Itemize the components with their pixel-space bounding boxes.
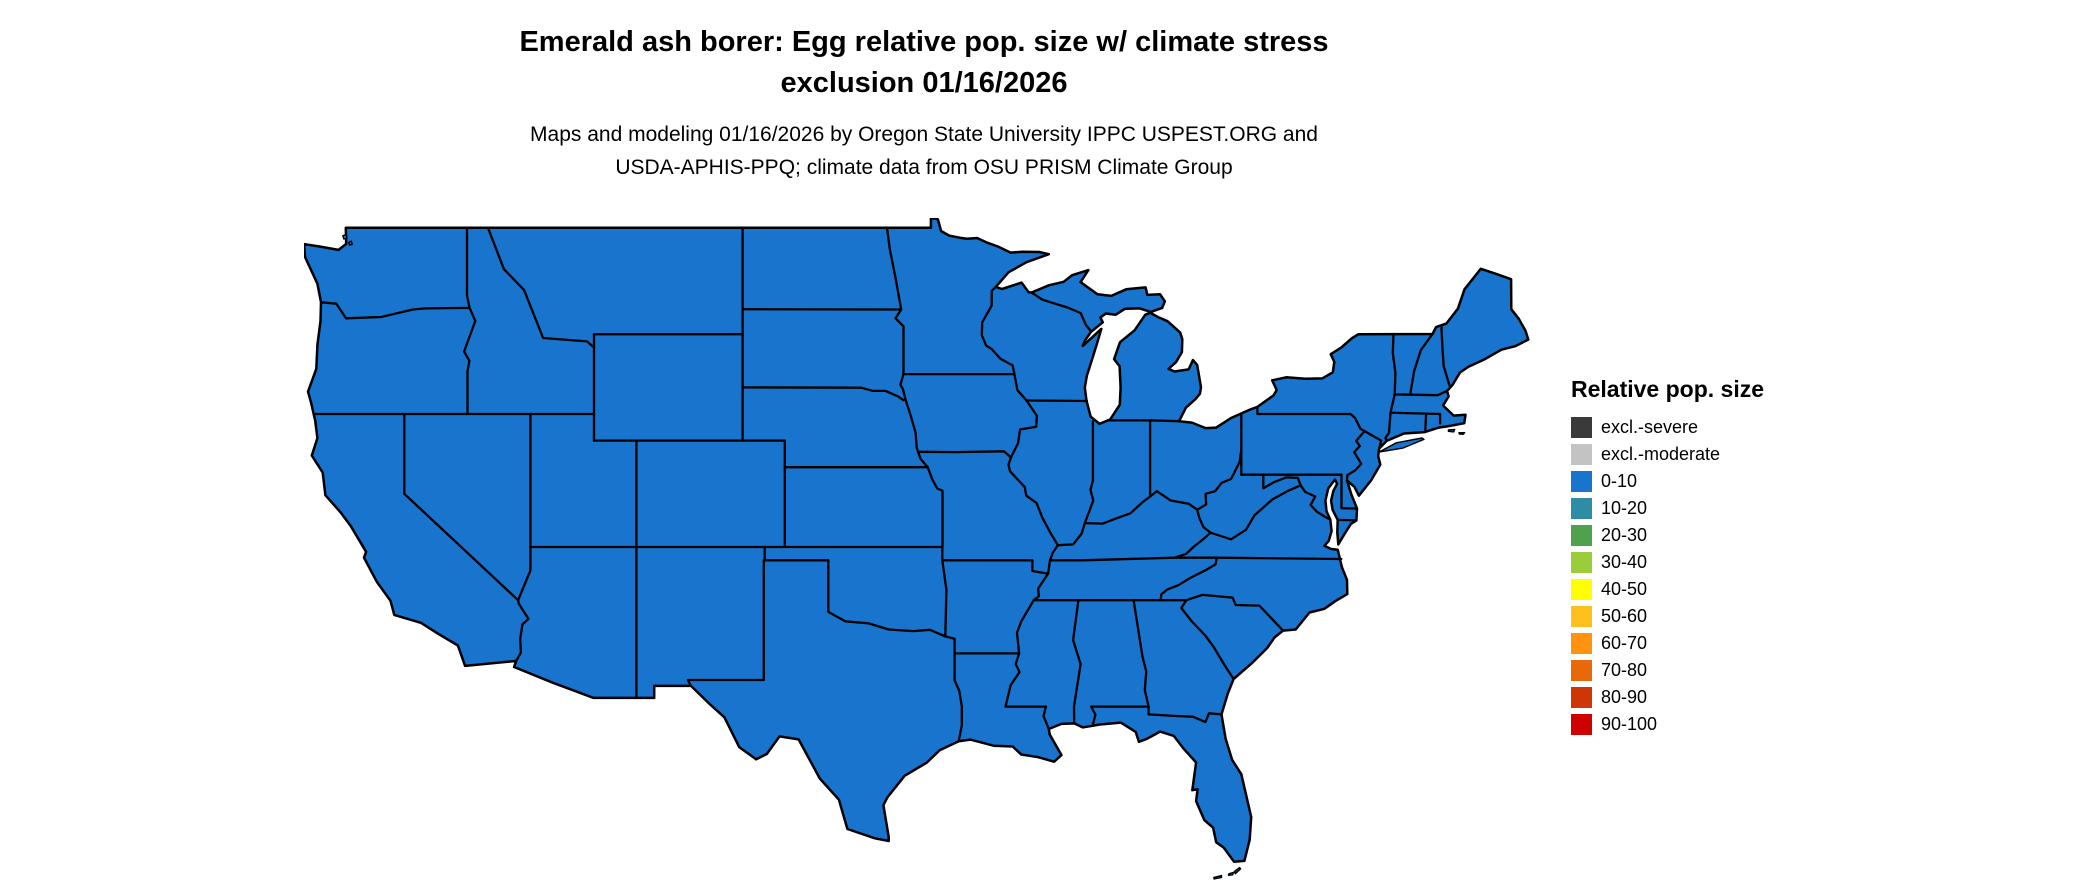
state-border-line — [1180, 599, 1235, 681]
state-border-line — [916, 450, 1012, 459]
legend-item: 30-40 — [1571, 552, 1901, 573]
legend-item: 40-50 — [1571, 579, 1901, 600]
state-border-line — [980, 285, 1060, 708]
legend-item: 70-80 — [1571, 660, 1901, 681]
state-border-line — [1083, 420, 1095, 525]
figure-subtitle-line1: Maps and modeling 01/16/2026 by Oregon S… — [530, 123, 1318, 146]
legend-item-label: 60-70 — [1601, 633, 1648, 653]
legend-item-label: 50-60 — [1601, 606, 1648, 626]
figure-subtitle: Maps and modeling 01/16/2026 by Oregon S… — [0, 118, 1848, 184]
legend-item-label: 90-100 — [1601, 714, 1658, 734]
state-border-line — [1389, 411, 1442, 425]
state-border-line — [1384, 333, 1397, 443]
legend: Relative pop. size excl.-severe excl.-mod… — [1571, 376, 1901, 741]
legend-item-label: 20-30 — [1601, 525, 1648, 545]
state-border-line — [1147, 712, 1223, 724]
legend-item: 50-60 — [1571, 606, 1901, 627]
legend-item: 0-10 — [1571, 471, 1901, 492]
legend-swatch — [1571, 444, 1592, 465]
state-border-line — [1262, 473, 1302, 490]
legend-item: 20-30 — [1571, 525, 1901, 546]
state-border-line — [516, 412, 532, 602]
state-border-line — [941, 559, 1049, 575]
figure-title: Emerald ash borer: Egg relative pop. siz… — [0, 22, 1848, 104]
legend-item-label: 70-80 — [1601, 660, 1648, 680]
legend-item-label: 0-10 — [1601, 471, 1638, 491]
legend-swatch — [1571, 714, 1592, 735]
legend-swatch — [1571, 552, 1592, 573]
legend-item-label: 80-90 — [1601, 687, 1648, 707]
state-border-line — [1440, 325, 1451, 387]
state-border-line — [916, 450, 944, 549]
state-border-line — [1409, 332, 1434, 396]
state-border-line — [1056, 449, 1243, 547]
state-border-line — [1340, 473, 1359, 510]
state-border-line — [1209, 484, 1302, 541]
state-border-line — [1196, 508, 1212, 534]
legend-item: 10-20 — [1571, 498, 1901, 519]
figure-title-line2: exclusion 01/16/2026 — [780, 67, 1068, 99]
state-border-line — [1025, 399, 1089, 403]
figure-title-line1: Emerald ash borer: Egg relative pop. siz… — [519, 26, 1329, 58]
legend-item: excl.-severe — [1571, 417, 1901, 438]
state-border-line — [1299, 484, 1332, 521]
state-border-line — [941, 545, 948, 638]
state-border-line — [1336, 518, 1358, 522]
legend-item-label: excl.-moderate — [1601, 444, 1721, 464]
state-border-line — [827, 559, 947, 638]
legend-swatch — [1571, 498, 1592, 519]
state-border-line — [1173, 531, 1212, 559]
figure-subtitle-line2: USDA-APHIS-PPQ; climate data from OSU PR… — [615, 156, 1233, 179]
legend-item: 90-100 — [1571, 714, 1901, 735]
state-borders — [313, 226, 1451, 743]
state-border-line — [1159, 556, 1218, 602]
state-border-line — [1106, 419, 1181, 423]
state-border-line — [465, 226, 471, 310]
state-border-line — [1345, 429, 1366, 482]
legend-item-label: 40-50 — [1601, 579, 1648, 599]
legend-swatch — [1571, 417, 1592, 438]
legend-swatch — [1571, 606, 1592, 627]
state-border-line — [319, 301, 471, 320]
state-border-line — [1004, 705, 1050, 731]
state-border-line — [1363, 429, 1383, 450]
state-border-line — [462, 306, 477, 416]
legend-swatch — [1571, 525, 1592, 546]
state-border-line — [1090, 705, 1150, 727]
legend-item: excl.-moderate — [1571, 444, 1901, 465]
legend-item: 80-90 — [1571, 687, 1901, 708]
legend-item-label: excl.-severe — [1601, 417, 1699, 437]
state-border-line — [1071, 599, 1082, 725]
legend-items: excl.-severe excl.-moderate 0-10 10-20 20-30… — [1571, 417, 1901, 735]
legend-item: 60-70 — [1571, 633, 1901, 654]
legend-swatch — [1571, 660, 1592, 681]
us-map — [304, 218, 1530, 880]
state-border-line — [944, 635, 963, 743]
us-landmass — [304, 218, 1530, 863]
state-border-line — [486, 226, 596, 349]
state-border-line — [1030, 291, 1093, 333]
legend-item-label: 10-20 — [1601, 498, 1648, 518]
state-border-line — [403, 412, 530, 663]
state-border-line — [741, 386, 905, 402]
state-border-line — [1424, 412, 1428, 432]
legend-swatch — [1571, 687, 1592, 708]
state-border-line — [1185, 593, 1285, 632]
legend-title: Relative pop. size — [1571, 376, 1765, 402]
legend-item-label: 30-40 — [1601, 552, 1648, 572]
state-border-line — [686, 559, 765, 687]
state-border-line — [899, 372, 920, 453]
state-border-line — [885, 226, 905, 376]
state-border-line — [1256, 405, 1366, 433]
state-border-line — [1132, 599, 1150, 716]
coastal-islands — [342, 233, 1466, 880]
legend-swatch — [1571, 633, 1592, 654]
legend-swatch — [1571, 471, 1592, 492]
legend-swatch — [1571, 579, 1592, 600]
